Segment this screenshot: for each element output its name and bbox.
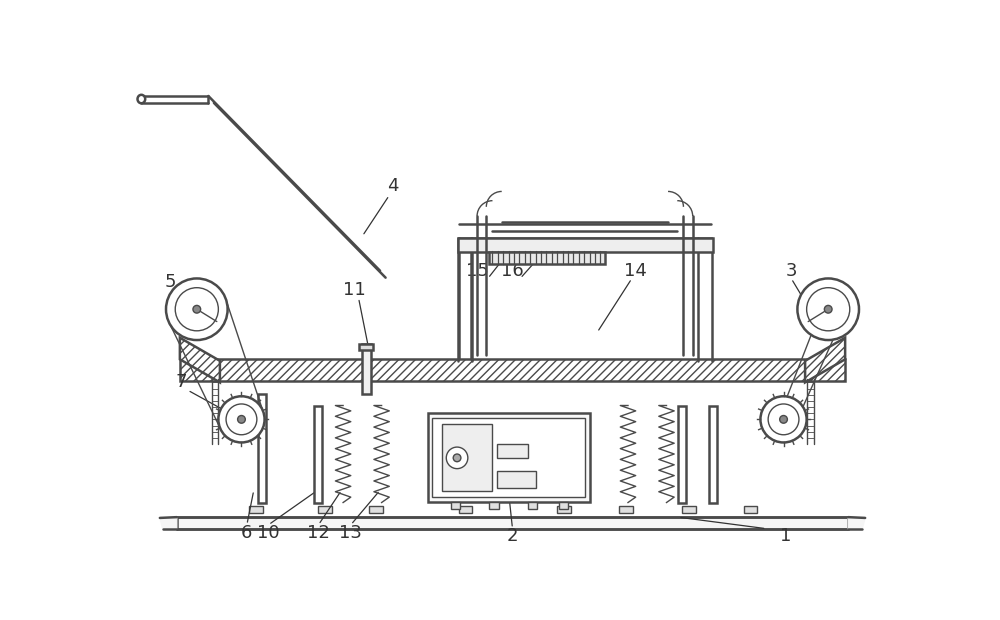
- Text: 12: 12: [307, 523, 330, 541]
- Bar: [528, 502, 537, 510]
- Bar: [557, 507, 571, 513]
- Bar: [744, 507, 757, 513]
- Text: 1: 1: [780, 528, 792, 546]
- Text: 7: 7: [176, 373, 187, 391]
- Polygon shape: [805, 338, 845, 383]
- Text: 15: 15: [466, 262, 489, 280]
- Text: 13: 13: [339, 523, 362, 541]
- Circle shape: [780, 415, 787, 423]
- Circle shape: [760, 396, 807, 443]
- Bar: [249, 507, 263, 513]
- Text: 10: 10: [257, 523, 280, 541]
- Text: 4: 4: [387, 177, 399, 195]
- Circle shape: [768, 404, 799, 435]
- Bar: [678, 405, 686, 503]
- Bar: [369, 507, 383, 513]
- Bar: [359, 344, 373, 350]
- Polygon shape: [180, 360, 845, 381]
- Circle shape: [226, 404, 257, 435]
- Bar: [318, 507, 332, 513]
- Bar: [709, 405, 717, 503]
- Text: 14: 14: [624, 262, 647, 280]
- Bar: [489, 252, 605, 264]
- Polygon shape: [160, 517, 177, 529]
- Polygon shape: [848, 517, 865, 529]
- Circle shape: [175, 288, 218, 331]
- Circle shape: [238, 415, 245, 423]
- Text: 16: 16: [501, 262, 524, 280]
- Circle shape: [446, 447, 468, 469]
- Bar: [682, 507, 696, 513]
- Bar: [442, 424, 492, 491]
- Text: 5: 5: [164, 273, 176, 291]
- Bar: [459, 507, 472, 513]
- Circle shape: [824, 306, 832, 313]
- Bar: [497, 444, 528, 458]
- Bar: [362, 344, 371, 394]
- Circle shape: [797, 278, 859, 340]
- Bar: [619, 507, 633, 513]
- Ellipse shape: [138, 95, 145, 104]
- Text: 3: 3: [785, 262, 797, 280]
- Polygon shape: [180, 338, 220, 383]
- Bar: [432, 418, 585, 497]
- Text: 2: 2: [507, 528, 518, 546]
- Bar: [258, 394, 266, 503]
- Text: 11: 11: [343, 281, 366, 299]
- Bar: [497, 471, 536, 488]
- Circle shape: [166, 278, 228, 340]
- Bar: [559, 502, 568, 510]
- Circle shape: [218, 396, 265, 443]
- Circle shape: [807, 288, 850, 331]
- Text: 6: 6: [241, 523, 253, 541]
- Bar: [314, 405, 322, 503]
- Circle shape: [193, 306, 201, 313]
- Bar: [177, 517, 848, 529]
- Bar: [458, 237, 713, 252]
- Bar: [451, 502, 460, 510]
- Bar: [489, 502, 499, 510]
- Bar: [428, 413, 590, 502]
- Circle shape: [453, 454, 461, 462]
